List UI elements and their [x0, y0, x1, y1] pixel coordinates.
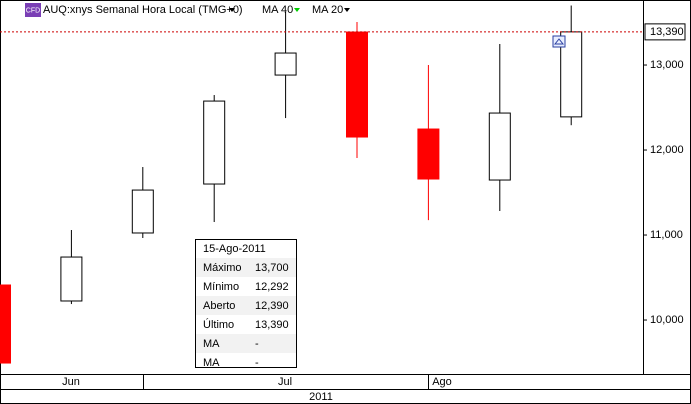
marker — [552, 35, 566, 48]
candle-body — [346, 31, 368, 138]
indicator[interactable]: MA 40 — [262, 4, 293, 16]
y-tick-label: 13,000 — [650, 59, 684, 71]
tooltip-label: Mínimo — [203, 281, 239, 293]
tooltip-label: MA — [203, 357, 220, 369]
dropdown-arrow[interactable] — [344, 8, 350, 12]
tooltip-label: MA — [203, 338, 220, 350]
tooltip-label: Máximo — [203, 262, 242, 274]
tooltip-value: 12,292 — [255, 281, 289, 293]
month-label: Jun — [62, 376, 80, 388]
tooltip-row-bg — [196, 296, 296, 315]
candle-body — [274, 52, 297, 76]
month-label: Ago — [432, 376, 452, 388]
price-tag-label: 13,390 — [650, 26, 684, 38]
badge — [25, 3, 41, 17]
price-tag — [644, 23, 686, 41]
tooltip-label: Último — [203, 318, 234, 331]
year-label: 2011 — [309, 391, 333, 403]
month-label: Jul — [278, 376, 292, 388]
tooltip-label: Aberto — [203, 300, 235, 312]
candle-body — [131, 189, 154, 234]
candle-body — [60, 256, 83, 302]
tooltip-value: 12,390 — [255, 300, 289, 312]
tooltip-value: - — [255, 357, 259, 369]
tooltip-row-bg — [196, 334, 296, 353]
candle-body — [203, 100, 226, 185]
y-tick-label: 12,000 — [650, 144, 684, 156]
y-tick-label: 11,000 — [650, 229, 683, 241]
candle-body — [488, 112, 511, 181]
dropdown-arrow[interactable] — [229, 8, 235, 12]
tooltip-row-bg — [196, 258, 296, 277]
tooltip-value: 13,390 — [255, 319, 289, 331]
tooltip-value: - — [255, 338, 259, 350]
marker-icon — [553, 38, 565, 45]
chart-title: AUQ:xnys Semanal Hora Local (TMG+0) — [43, 4, 243, 16]
plot — [0, 5, 583, 364]
candle-body — [417, 128, 440, 180]
candle-body — [0, 284, 11, 364]
badge-text: CFD — [26, 7, 40, 14]
tooltip-date: 15-Ago-2011 — [203, 243, 266, 255]
candle-body — [560, 31, 583, 118]
tooltip-value: 13,700 — [255, 262, 289, 274]
indicator[interactable]: MA 20 — [312, 4, 343, 16]
y-tick-label: 10,000 — [650, 314, 684, 326]
dropdown-arrow[interactable] — [294, 8, 300, 12]
